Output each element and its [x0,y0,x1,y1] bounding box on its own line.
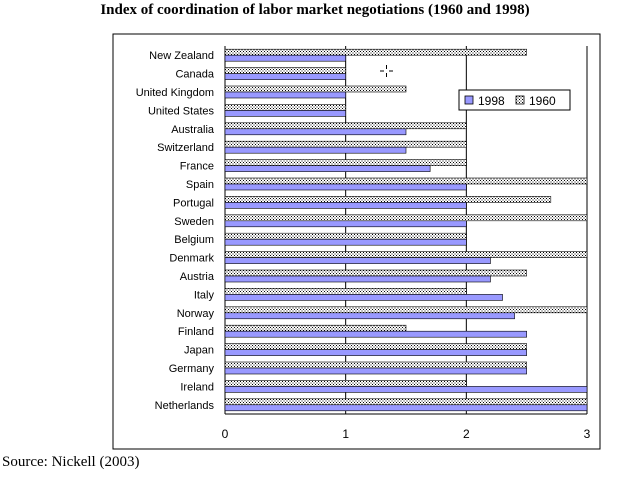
x-tick-label: 3 [584,427,591,441]
category-label: Spain [186,179,214,191]
bar-1960 [224,214,588,222]
legend-box [458,89,571,111]
bar-1960 [224,324,407,332]
bar-1960 [224,67,346,74]
bar-1960 [224,48,527,56]
bar-1960 [224,361,527,369]
mouse-cursor-icon [380,65,393,77]
bar-1998 [224,386,588,393]
bar-1998 [224,183,467,191]
category-label: Norway [177,308,215,320]
category-label: Japan [184,345,214,357]
bar-1998 [224,165,431,172]
bar-1960 [224,232,467,240]
bar-1998 [224,349,527,356]
bar-1960 [224,380,467,387]
category-label: Netherlands [155,400,215,412]
x-tick-label: 2 [463,427,470,441]
legend-swatch-1960 [515,95,525,105]
legend-label-1960: 1960 [529,94,556,108]
category-label: Australia [171,124,215,136]
bar-1960 [224,159,467,166]
bar-1998 [224,257,491,264]
bar-1998 [224,110,346,117]
bar-1960 [224,251,588,258]
bar-1998 [224,330,527,338]
category-label: Switzerland [157,142,214,154]
bar-1998 [224,54,346,62]
bar-1960 [224,343,527,350]
bar-1960 [224,85,407,93]
category-label: Belgium [174,234,214,246]
legend: 1998 1960 [458,89,571,111]
category-label: Portugal [173,197,214,209]
bar-1960 [224,196,552,203]
bar-1960 [224,398,588,406]
legend-label-1998: 1998 [478,94,505,108]
bar-1998 [224,128,407,136]
bar-1998 [224,220,467,228]
chart-title: Index of coordination of labor market ne… [100,2,530,18]
bar-1998 [224,238,467,246]
x-tick-label: 1 [342,427,349,441]
legend-swatch-1998 [464,95,474,105]
bar-1960 [224,177,588,185]
category-label: United Kingdom [136,87,214,99]
category-label: Canada [175,69,214,81]
category-label: Ireland [180,381,214,393]
bar-1960 [224,104,346,111]
bar-1998 [224,146,407,154]
bar-1998 [224,202,467,209]
category-label: Finland [178,326,214,338]
bar-1998 [224,294,503,301]
category-label: United States [148,105,215,117]
category-label: Austria [180,271,215,283]
bar-1960 [224,288,467,295]
category-label: Italy [194,289,215,301]
bar-1960 [224,140,467,148]
bar-1998 [224,73,346,80]
bar-1998 [224,91,346,99]
bar-1960 [224,122,467,130]
category-label: Germany [169,363,215,375]
category-label: New Zealand [149,50,214,62]
category-label: Denmark [169,253,214,265]
bar-1960 [224,306,588,314]
bar-1998 [224,367,527,375]
bar-1998 [224,404,588,412]
bar-1960 [224,269,527,277]
source-note: Source: Nickell (2003) [2,454,140,470]
bar-1998 [224,312,515,320]
x-tick-label: 0 [222,427,229,441]
category-label: France [180,161,214,173]
category-label: Sweden [174,216,214,228]
bar-1998 [224,275,491,283]
